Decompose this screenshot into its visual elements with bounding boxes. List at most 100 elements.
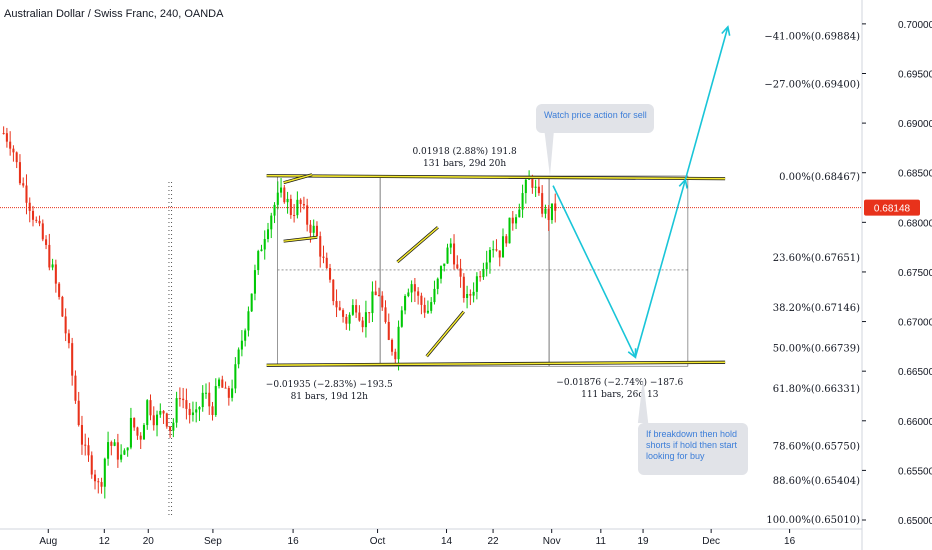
candle-body: [5, 133, 8, 142]
candle-body: [404, 295, 407, 311]
fib-level-label: 0.00%(0.68467): [779, 172, 860, 183]
candle-body: [9, 141, 12, 149]
callout-top[interactable]: Watch price action for sell: [536, 104, 654, 133]
candle-body: [319, 236, 322, 257]
candle-body: [508, 217, 511, 244]
candle-body: [266, 229, 270, 240]
candle-body: [459, 268, 462, 277]
candle-body: [156, 414, 159, 426]
y-tick-label: 0.67000: [898, 318, 932, 329]
x-tick-label: 16: [288, 536, 300, 547]
candle-body: [48, 244, 51, 268]
candle-body: [253, 270, 256, 294]
x-tick-label: 14: [441, 536, 453, 547]
candle-body: [426, 310, 429, 313]
candle-body: [38, 220, 41, 224]
projection-arrow-head: [721, 25, 731, 36]
candle-body: [377, 295, 381, 297]
candle-body: [263, 239, 266, 250]
x-tick-label: Dec: [702, 536, 720, 547]
candle-body: [204, 392, 208, 394]
chart-title: Australian Dollar / Swiss Franc, 240, OA…: [4, 8, 224, 20]
candle-body: [237, 349, 240, 365]
candle-body: [67, 333, 70, 344]
current-price-badge-label: 0.68148: [874, 204, 911, 215]
candle-body: [244, 330, 247, 341]
candle-body: [436, 278, 439, 289]
candle-body: [351, 305, 354, 315]
candle-body: [54, 264, 57, 284]
candle-body: [332, 279, 335, 302]
candle-body: [547, 208, 550, 221]
projection-arrow-segment: [552, 185, 637, 358]
candle-body: [482, 268, 485, 278]
candle-body: [544, 208, 547, 214]
candle-body: [182, 398, 185, 401]
y-tick-label: 0.69500: [898, 69, 932, 80]
candle-body: [103, 458, 106, 487]
grid-layer: [0, 182, 862, 518]
candle-body: [221, 379, 224, 388]
fib-level-label: 100.00%(0.65010): [766, 515, 860, 526]
candle-body: [309, 224, 312, 233]
y-tick-label: 0.66500: [898, 367, 932, 378]
candle-body: [74, 375, 77, 401]
candle-body: [550, 203, 553, 221]
callout-bottom-pointer: [637, 378, 649, 423]
candle-body: [133, 417, 136, 428]
x-tick-label: Oct: [370, 536, 386, 547]
channel-upper-line: [266, 174, 726, 180]
candle-body: [35, 219, 38, 221]
current-price-badge: [864, 199, 920, 216]
candle-body: [325, 257, 328, 269]
candle-body: [315, 225, 318, 237]
candle-body: [443, 263, 446, 267]
candle-body: [188, 408, 191, 416]
candle-body: [453, 243, 456, 265]
measure-box-right: [548, 175, 689, 367]
candle-body: [446, 247, 449, 264]
candle-body: [273, 204, 276, 216]
candle-body: [394, 351, 397, 360]
candle-body: [276, 192, 279, 205]
candle-body: [41, 223, 44, 240]
candle-body: [146, 400, 149, 426]
candle-body: [198, 407, 201, 410]
candle-body: [306, 205, 309, 225]
candle-body: [439, 266, 443, 279]
candle-body: [302, 204, 305, 206]
candle-body: [531, 178, 534, 188]
candle-body: [495, 249, 498, 251]
measure-box-mid: [379, 175, 550, 367]
candle-body: [475, 276, 478, 292]
fib-level-label: 38.20%(0.67146): [773, 303, 860, 314]
candle-body: [456, 264, 459, 269]
candle-body: [371, 291, 374, 314]
callout-bottom[interactable]: If breakdown then hold shorts if hold th…: [638, 423, 748, 475]
candle-body: [214, 386, 217, 415]
candle-body: [18, 162, 21, 184]
candle-body: [185, 400, 188, 409]
candle-body: [159, 410, 162, 415]
channel-lower-line: [266, 361, 726, 367]
candle-body: [169, 426, 172, 431]
pattern-line: [396, 226, 439, 263]
candle-body: [64, 316, 67, 334]
candle-body: [71, 343, 74, 376]
candle-body: [430, 302, 433, 311]
fib-level-label: 78.60%(0.65750): [773, 442, 860, 453]
candle-body: [472, 291, 475, 296]
candle-body: [224, 387, 227, 389]
projection-arrow-segment: [684, 26, 729, 180]
x-tick-label: 11: [596, 536, 607, 547]
callout-top-pointer: [543, 127, 555, 176]
candle-body: [322, 256, 325, 258]
fib-level-label: −27.00%(0.69400): [764, 79, 860, 90]
candle-body: [479, 276, 482, 278]
candle-body: [149, 400, 152, 416]
candle-body: [338, 307, 341, 311]
x-tick-label: Sep: [204, 536, 222, 547]
candle-body: [358, 312, 361, 321]
candle-body: [528, 178, 531, 180]
